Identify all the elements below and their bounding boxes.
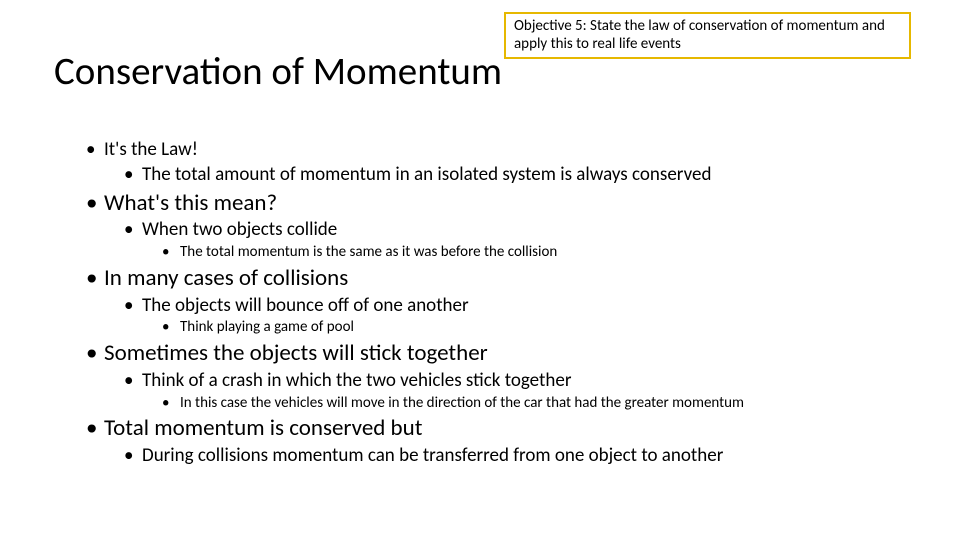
slide-body: It's the Law! The total amount of moment… bbox=[72, 136, 922, 468]
bullet-lvl2: When two objects collide bbox=[142, 218, 922, 242]
bullet-lvl2: The objects will bounce off of one anoth… bbox=[142, 294, 922, 318]
bullet-lvl1: It's the Law! bbox=[104, 138, 922, 162]
bullet-lvl1: Sometimes the objects will stick togethe… bbox=[104, 339, 922, 368]
bullet-lvl1: Total momentum is conserved but bbox=[104, 414, 922, 443]
objective-callout: Objective 5: State the law of conservati… bbox=[504, 12, 911, 59]
bullet-lvl3: In this case the vehicles will move in t… bbox=[180, 394, 922, 413]
bullet-lvl1: In many cases of collisions bbox=[104, 264, 922, 293]
bullet-lvl3: Think playing a game of pool bbox=[180, 318, 922, 337]
slide-title: Conservation of Momentum bbox=[54, 48, 502, 95]
bullet-lvl3: The total momentum is the same as it was… bbox=[180, 243, 922, 262]
bullet-lvl2: The total amount of momentum in an isola… bbox=[142, 163, 922, 187]
bullet-lvl2: During collisions momentum can be transf… bbox=[142, 444, 922, 468]
bullet-lvl2: Think of a crash in which the two vehicl… bbox=[142, 369, 922, 393]
objective-text: Objective 5: State the law of conservati… bbox=[514, 17, 885, 53]
bullet-lvl1: What's this mean? bbox=[104, 189, 922, 218]
